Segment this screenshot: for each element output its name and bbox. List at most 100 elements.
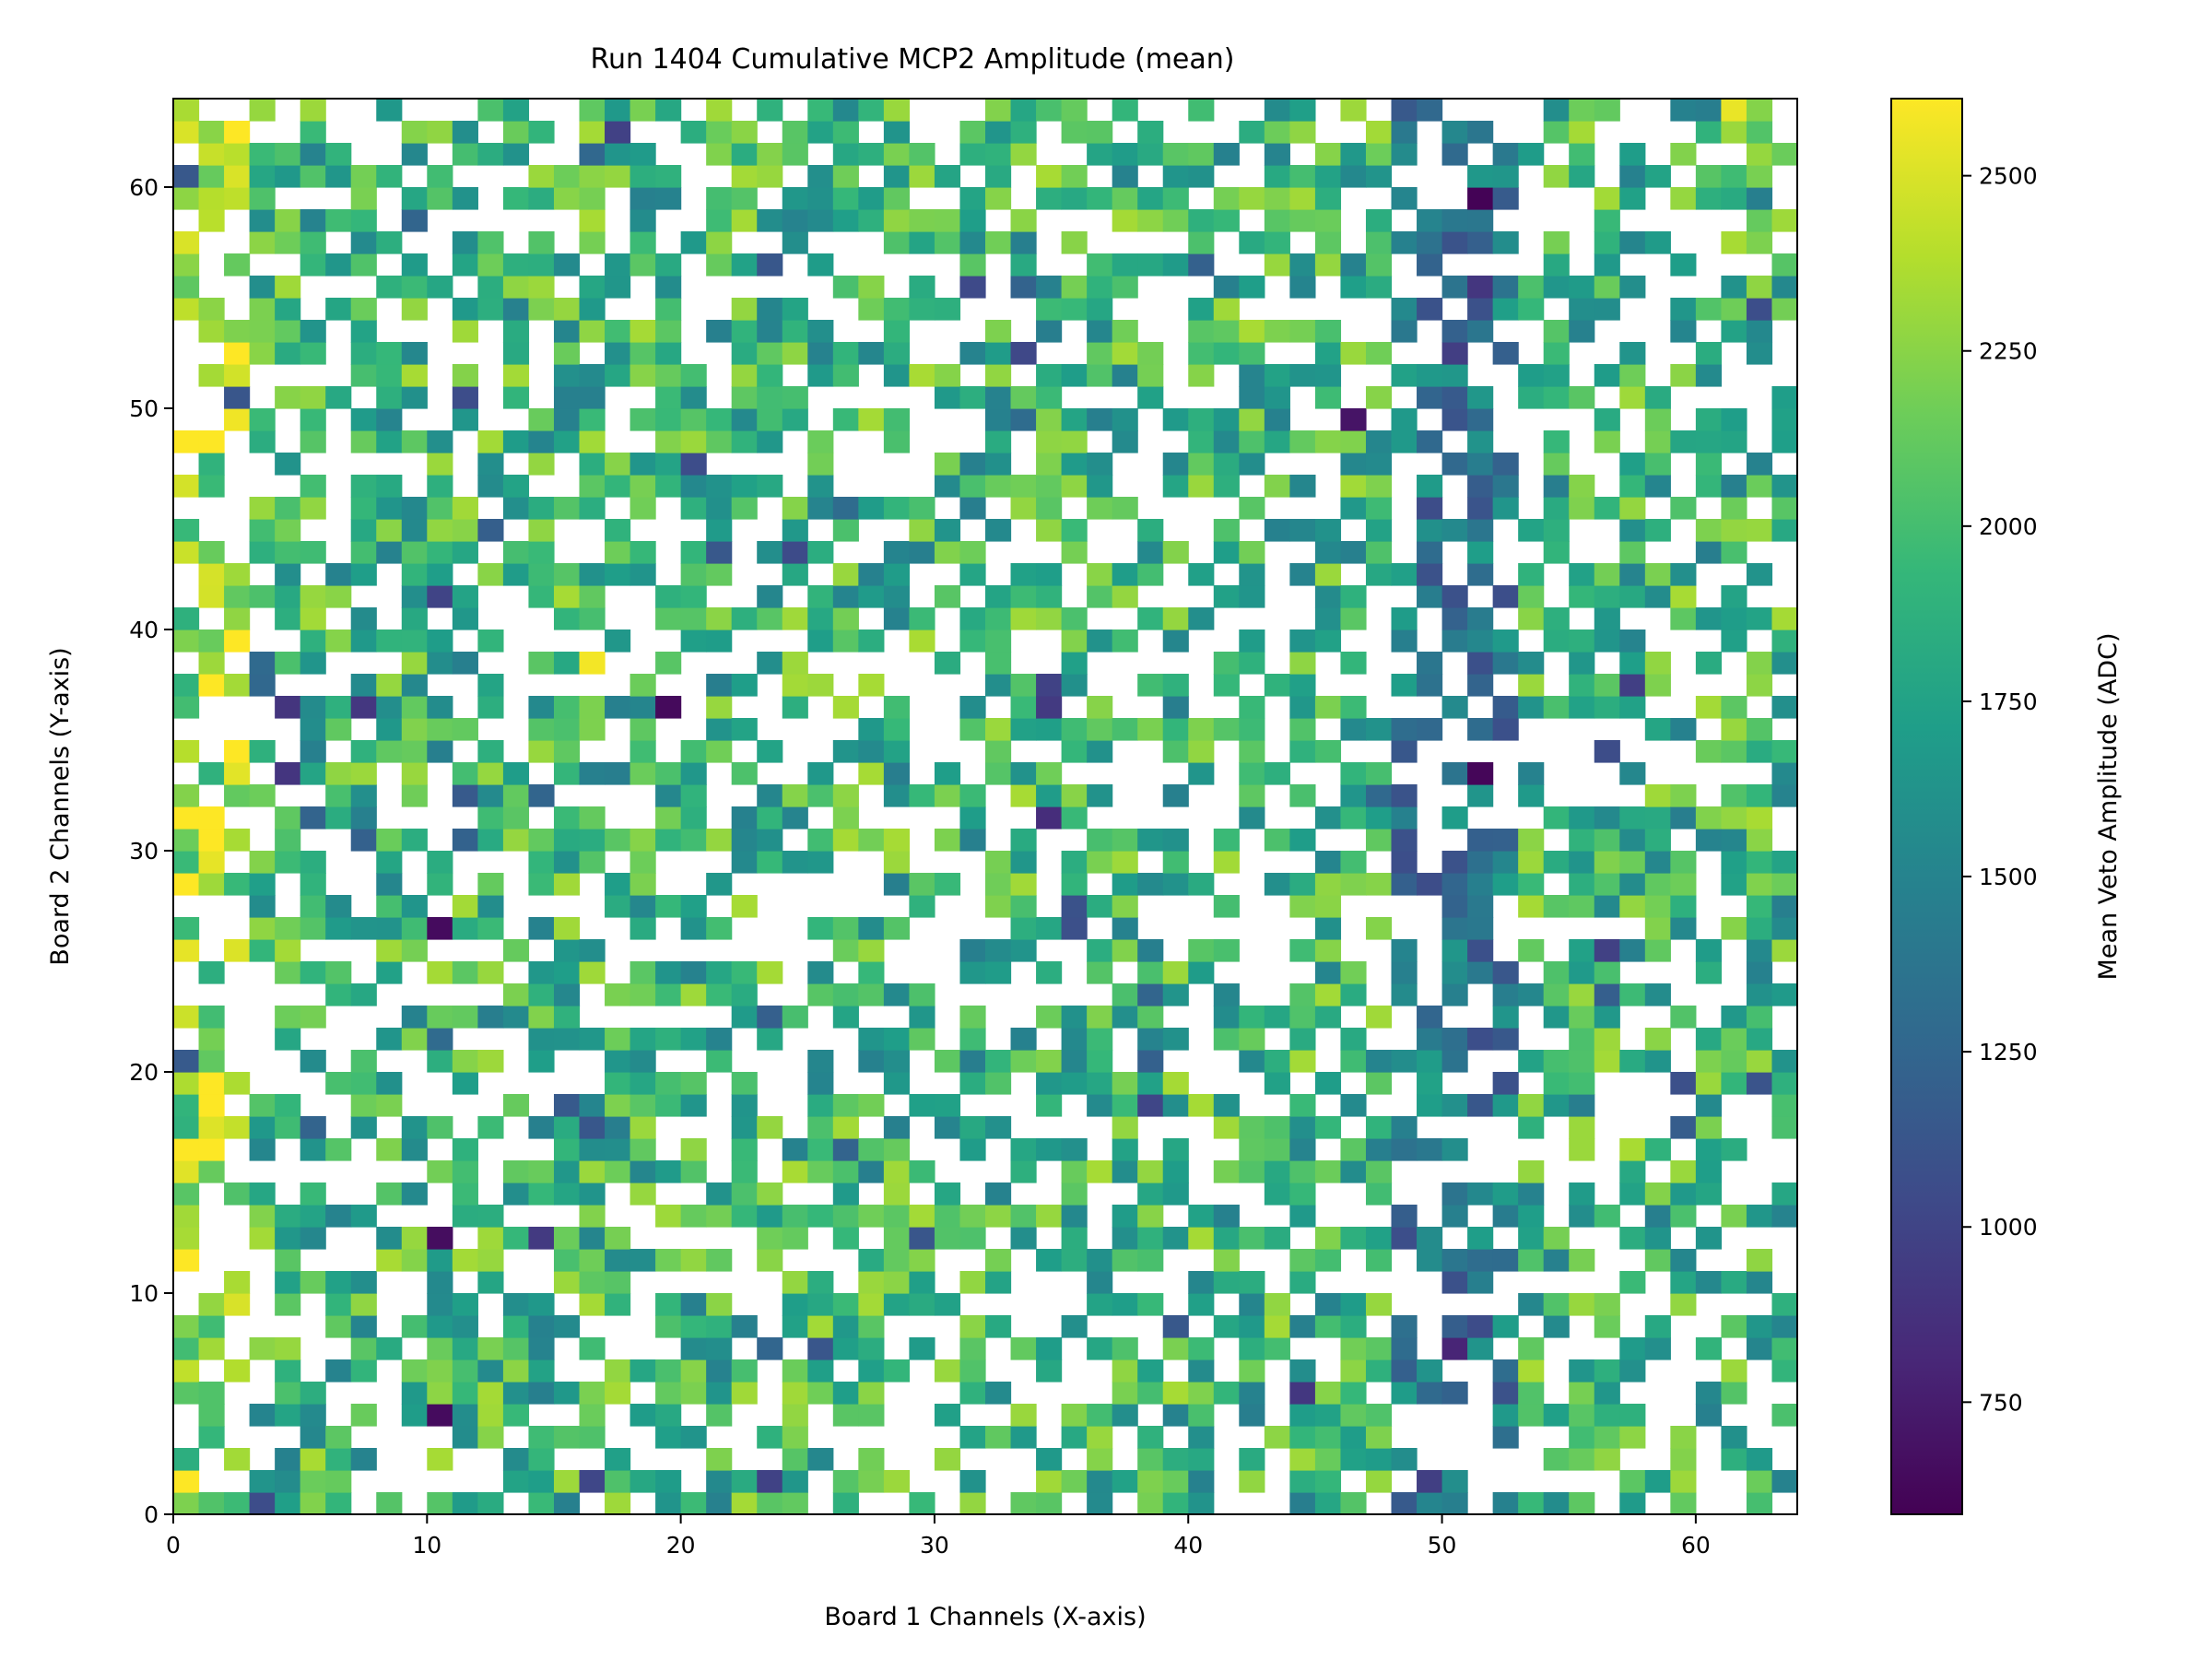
heatmap-cell [1162,209,1189,232]
heatmap-cell [579,1227,606,1250]
heatmap-cell [1112,430,1138,453]
heatmap-cell [605,541,631,564]
heatmap-cell [502,1227,530,1250]
heatmap-cell [1619,851,1646,874]
heatmap-cell [350,475,377,498]
heatmap-cell [757,386,783,409]
heatmap-cell [757,585,783,608]
heatmap-cell [477,873,504,896]
heatmap-cell [1162,961,1189,984]
heatmap-cell [1314,1448,1342,1471]
heatmap-cell [858,939,885,962]
heatmap-cell [1188,607,1215,630]
heatmap-cell [1417,652,1443,675]
heatmap-cell [757,1028,783,1051]
heatmap-cell [680,1094,707,1117]
heatmap-cell [198,1492,225,1515]
heatmap-cell [1441,961,1468,984]
heatmap-cell [629,1470,656,1493]
heatmap-cell [934,784,961,807]
heatmap-cell [1087,1271,1113,1294]
heatmap-cell [502,121,530,144]
heatmap-cell [1289,475,1316,498]
heatmap-cell [1036,585,1063,608]
heatmap-cell [782,519,808,542]
heatmap-cell [655,696,682,719]
heatmap-cell [1644,829,1671,852]
heatmap-cell [605,165,631,188]
heatmap-cell [477,231,504,254]
heatmap-cell [959,342,986,365]
heatmap-cell [1391,873,1418,896]
heatmap-cell [1087,408,1113,431]
heatmap-cell [1441,895,1468,918]
heatmap-cell [1771,408,1798,431]
heatmap-cell [1543,1448,1570,1471]
heatmap-cell [1087,298,1113,321]
heatmap-cell [173,475,200,498]
heatmap-cell [832,276,859,299]
heatmap-cell [1594,1050,1620,1073]
heatmap-cell [1010,143,1037,166]
heatmap-cell [1746,895,1773,918]
heatmap-cell [832,740,859,763]
heatmap-cell [173,629,200,653]
heatmap-cell [883,342,911,365]
heatmap-cell [1670,1072,1697,1095]
heatmap-cell [985,187,1012,210]
heatmap-cell [452,829,478,852]
heatmap-cell [1771,895,1798,918]
heatmap-cell [807,851,834,874]
heatmap-cell [1670,1160,1697,1183]
heatmap-cell [1213,1094,1240,1117]
heatmap-cell [985,740,1012,763]
heatmap-cell [224,784,251,807]
heatmap-cell [605,829,631,852]
heatmap-cell [731,209,758,232]
heatmap-cell [1112,408,1138,431]
heatmap-cell [427,497,453,520]
heatmap-cell [1239,364,1265,387]
heatmap-cell [1264,829,1290,852]
heatmap-cell [655,430,682,453]
heatmap-cell [1391,320,1418,343]
heatmap-cell [1670,806,1697,830]
heatmap-cell [553,253,581,276]
heatmap-cell [1162,674,1189,697]
heatmap-cell [706,873,733,896]
heatmap-cell [629,696,656,719]
heatmap-cell [275,1337,301,1360]
heatmap-cell [1036,1492,1063,1515]
heatmap-cell [249,298,276,321]
heatmap-cell [1543,165,1570,188]
heatmap-cell [959,718,986,741]
heatmap-cell [1594,298,1620,321]
heatmap-cell [1087,1028,1113,1051]
heatmap-cell [528,983,555,1006]
heatmap-cell [1518,276,1545,299]
heatmap-cell [1188,1205,1215,1228]
heatmap-cell [706,718,733,741]
heatmap-cell [1010,475,1037,498]
heatmap-cell [325,298,352,321]
heatmap-cell [477,1271,504,1294]
heatmap-cell [553,829,581,852]
heatmap-cell [655,276,682,299]
heatmap-cell [832,1404,859,1427]
heatmap-cell [1441,121,1468,144]
heatmap-cell [1695,121,1723,144]
heatmap-cell [275,541,301,564]
heatmap-cell [959,386,986,409]
heatmap-cell [1264,873,1290,896]
heatmap-cell [1619,497,1646,520]
heatmap-cell [579,475,606,498]
heatmap-cell [1417,430,1443,453]
heatmap-cell [807,762,834,785]
heatmap-cell [1365,519,1393,542]
heatmap-cell [249,430,276,453]
heatmap-cell [757,652,783,675]
heatmap-cell [605,629,631,653]
heatmap-cell [198,1382,225,1405]
heatmap-cell [832,497,859,520]
heatmap-cell [1365,541,1393,564]
